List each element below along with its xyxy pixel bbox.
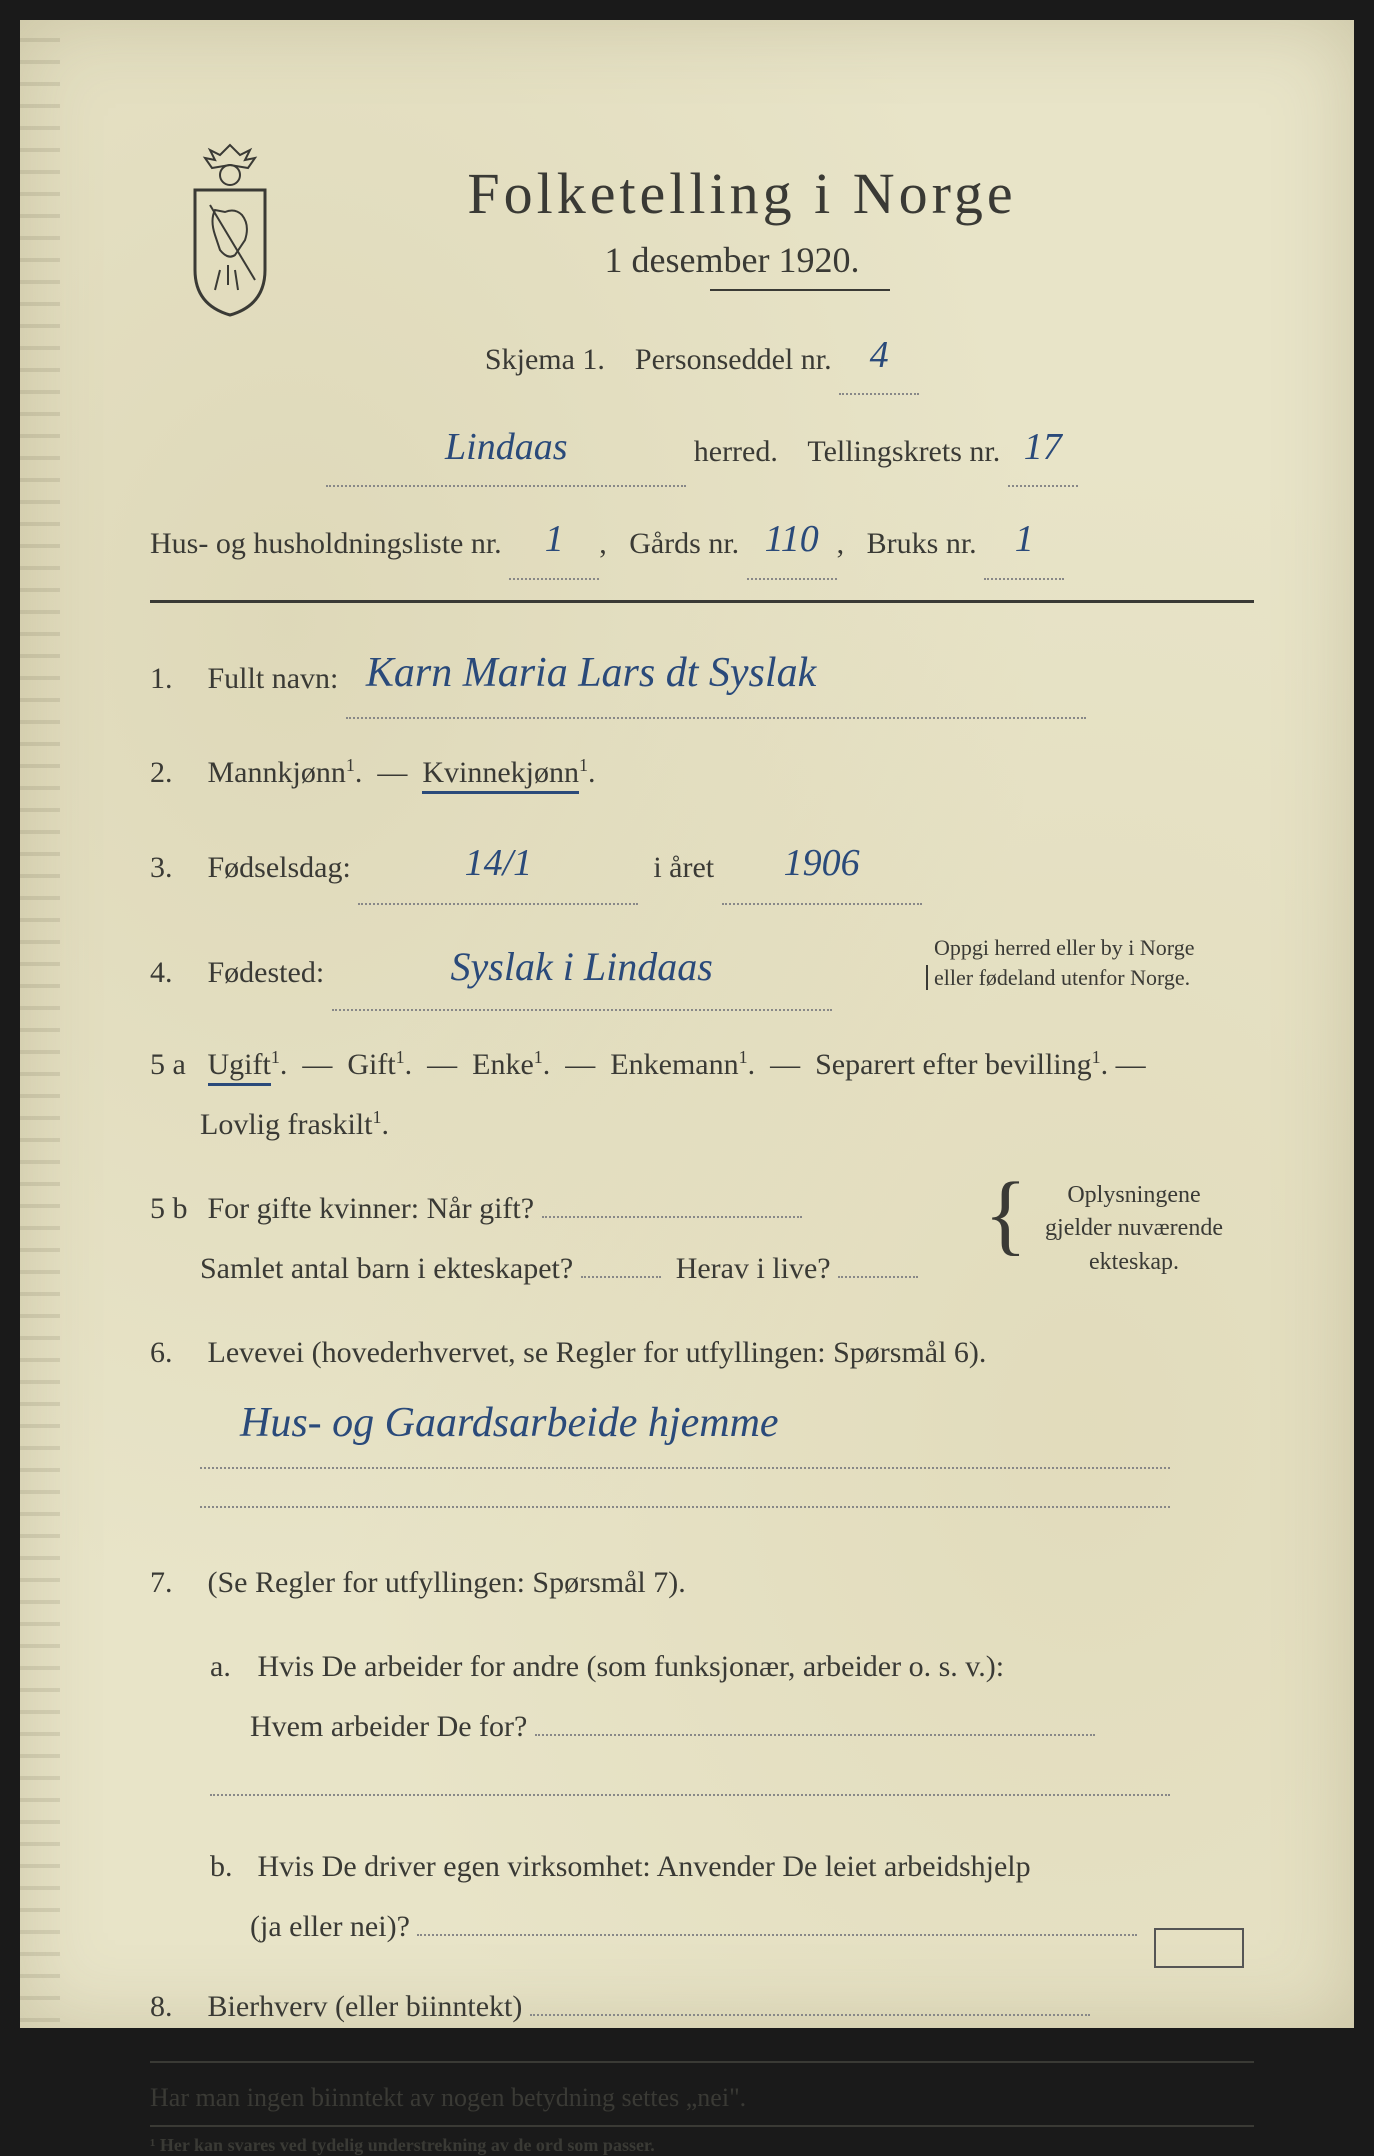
hus-label: Hus- og husholdningsliste nr. bbox=[150, 527, 502, 560]
q6-num: 6. bbox=[150, 1323, 200, 1383]
gards-nr: 110 bbox=[765, 518, 819, 560]
census-form-paper: Folketelling i Norge 1 desember 1920. Sk… bbox=[20, 20, 1354, 2028]
herred-value: Lindaas bbox=[445, 426, 567, 468]
divider-light-2 bbox=[150, 2125, 1254, 2127]
q7a-line2: Hvem arbeider De for? bbox=[250, 1710, 527, 1743]
question-5a: 5 a Ugift1. — Gift1. — Enke1. — Enkemann… bbox=[150, 1035, 1254, 1155]
q5b-note1: Oplysningene bbox=[1067, 1182, 1200, 1208]
q5a-gift: Gift bbox=[347, 1048, 395, 1081]
tiny-footer: ¹ Her kan svares ved tydelig understrekn… bbox=[150, 2135, 1254, 2156]
stamp-box-icon bbox=[1154, 1928, 1244, 1968]
q3-year: 1906 bbox=[784, 842, 860, 884]
q4-label: Fødested: bbox=[208, 956, 325, 989]
q3-year-label: i året bbox=[653, 851, 714, 884]
q8-num: 8. bbox=[150, 1977, 200, 2037]
bracket-icon: { bbox=[984, 1179, 1027, 1251]
q1-label: Fullt navn: bbox=[208, 662, 339, 695]
q6-value: Hus- og Gaardsarbeide hjemme bbox=[240, 1400, 779, 1446]
footer-note: Har man ingen biinntekt av nogen betydni… bbox=[150, 2083, 1254, 2113]
q8-label: Bierhverv (eller biinntekt) bbox=[208, 1990, 523, 2023]
q3-day: 14/1 bbox=[465, 842, 533, 884]
herred-label: herred. bbox=[694, 435, 778, 468]
q3-label: Fødselsdag: bbox=[208, 851, 351, 884]
q5b-line2a: Samlet antal barn i ekteskapet? bbox=[200, 1252, 573, 1285]
q5b-num: 5 b bbox=[150, 1179, 200, 1239]
divider-light bbox=[150, 2061, 1254, 2063]
q2-mann: Mannkjønn bbox=[208, 756, 346, 789]
question-1: 1. Fullt navn: Karn Maria Lars dt Syslak bbox=[150, 633, 1254, 719]
question-4: 4. Fødested: Syslak i Lindaas Oppgi herr… bbox=[150, 929, 1254, 1011]
meta-line-3: Hus- og husholdningsliste nr. 1, Gårds n… bbox=[150, 505, 1254, 579]
q5a-separert: Separert efter bevilling bbox=[815, 1048, 1092, 1081]
personseddel-label: Personseddel nr. bbox=[635, 343, 832, 376]
bruks-label: Bruks nr. bbox=[867, 527, 977, 560]
question-7a: a. Hvis De arbeider for andre (som funks… bbox=[210, 1637, 1254, 1817]
q5b-bracket-note: { Oplysningene gjelder nuværende ekteska… bbox=[1014, 1179, 1254, 1280]
question-7: 7. (Se Regler for utfyllingen: Spørsmål … bbox=[150, 1553, 1254, 1613]
personseddel-nr: 4 bbox=[870, 334, 889, 376]
skjema-label: Skjema 1. bbox=[485, 343, 605, 376]
q7-num: 7. bbox=[150, 1553, 200, 1613]
q2-num: 2. bbox=[150, 743, 200, 803]
q5b-line2b: Herav i live? bbox=[676, 1252, 831, 1285]
gards-label: Gårds nr. bbox=[629, 527, 739, 560]
q7b-line2: (ja eller nei)? bbox=[250, 1910, 410, 1943]
hus-nr: 1 bbox=[545, 518, 564, 560]
q5a-enkemann: Enkemann bbox=[610, 1048, 738, 1081]
q7b-line1: Hvis De driver egen virksomhet: Anvender… bbox=[258, 1850, 1031, 1883]
question-3: 3. Fødselsdag: 14/1 i året 1906 bbox=[150, 827, 1254, 905]
q6-label: Levevei (hovederhvervet, se Regler for u… bbox=[208, 1336, 987, 1369]
question-8: 8. Bierhverv (eller biinntekt) bbox=[150, 1977, 1254, 2037]
q3-num: 3. bbox=[150, 838, 200, 898]
q5a-enke: Enke bbox=[472, 1048, 534, 1081]
q5b-note3: ekteskap. bbox=[1089, 1249, 1179, 1275]
q5a-fraskilt: Lovlig fraskilt bbox=[200, 1108, 372, 1141]
form-title: Folketelling i Norge bbox=[230, 160, 1254, 227]
q7a-num: a. bbox=[210, 1637, 250, 1697]
q5a-ugift: Ugift bbox=[208, 1048, 271, 1086]
divider-heavy bbox=[150, 600, 1254, 603]
question-6: 6. Levevei (hovederhvervet, se Regler fo… bbox=[150, 1323, 1254, 1529]
perforation-edge bbox=[20, 20, 60, 2028]
question-7b: b. Hvis De driver egen virksomhet: Anven… bbox=[210, 1837, 1254, 1957]
q7-label: (Se Regler for utfyllingen: Spørsmål 7). bbox=[208, 1566, 686, 1599]
q7a-line1: Hvis De arbeider for andre (som funksjon… bbox=[258, 1650, 1005, 1683]
tellingskrets-label: Tellingskrets nr. bbox=[807, 435, 1000, 468]
question-2: 2. Mannkjønn1. — Kvinnekjønn1. bbox=[150, 743, 1254, 803]
q4-hint2: eller fødeland utenfor Norge. bbox=[926, 965, 1190, 990]
meta-line-2: Lindaas herred. Tellingskrets nr. 17 bbox=[150, 413, 1254, 487]
tellingskrets-nr: 17 bbox=[1024, 426, 1062, 468]
coat-of-arms-icon bbox=[160, 140, 300, 320]
q1-num: 1. bbox=[150, 649, 200, 709]
q1-value: Karn Maria Lars dt Syslak bbox=[366, 650, 816, 696]
q2-kvinne: Kvinnekjønn bbox=[422, 756, 579, 794]
q4-hint1: Oppgi herred eller by i Norge bbox=[934, 935, 1194, 960]
q5a-num: 5 a bbox=[150, 1035, 200, 1095]
bruks-nr: 1 bbox=[1015, 518, 1034, 560]
q4-value: Syslak i Lindaas bbox=[451, 944, 713, 989]
form-header: Folketelling i Norge 1 desember 1920. bbox=[150, 160, 1254, 291]
meta-line-1: Skjema 1. Personseddel nr. 4 bbox=[150, 321, 1254, 395]
q5b-line1: For gifte kvinner: Når gift? bbox=[208, 1192, 535, 1225]
q5b-note2: gjelder nuværende bbox=[1045, 1215, 1223, 1241]
question-5b: 5 b For gifte kvinner: Når gift? Samlet … bbox=[150, 1179, 1254, 1299]
q4-num: 4. bbox=[150, 943, 200, 1003]
subtitle-divider bbox=[710, 289, 890, 291]
q7b-num: b. bbox=[210, 1837, 250, 1897]
form-subtitle: 1 desember 1920. bbox=[210, 239, 1254, 281]
